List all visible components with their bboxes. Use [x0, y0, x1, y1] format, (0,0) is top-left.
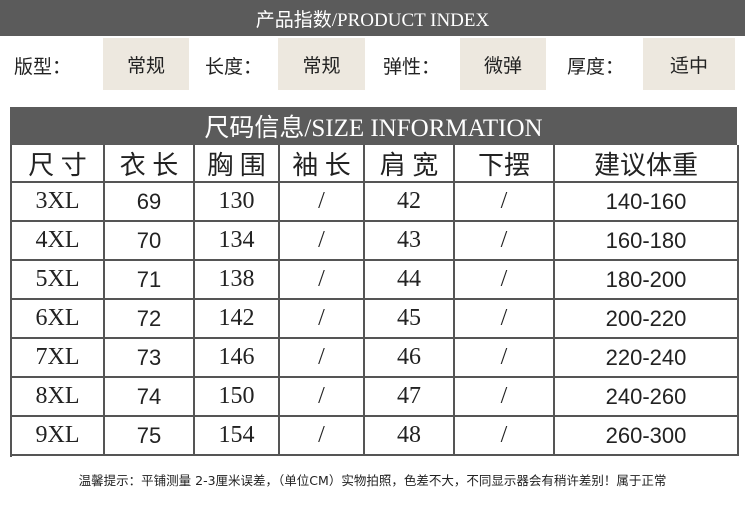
table-cell: 7XL [12, 339, 105, 378]
footer-note: 温馨提示：平铺测量 2-3厘米误差，（单位CM）实物拍照，色差不大，不同显示器会… [78, 473, 667, 488]
table-cell: 46 [365, 339, 455, 378]
attribute-value: 常规 [278, 38, 365, 90]
table-cell: / [280, 222, 365, 261]
header-band: 产品指数/PRODUCT INDEX [0, 0, 745, 36]
table-cell: 154 [195, 417, 280, 456]
table-cell: 47 [365, 378, 455, 417]
table-cell: 44 [365, 261, 455, 300]
table-cell: 6XL [12, 300, 105, 339]
attribute-value: 常规 [103, 38, 189, 90]
table-cell: 220-240 [555, 339, 739, 378]
attribute-value: 微弹 [460, 38, 546, 90]
table-cell: / [455, 183, 555, 222]
column-header: 袖 长 [280, 145, 365, 183]
table-cell: 43 [365, 222, 455, 261]
table-cell: 45 [365, 300, 455, 339]
table-cell: 75 [105, 417, 195, 456]
table-cell: 260-300 [555, 417, 739, 456]
table-cell: 130 [195, 183, 280, 222]
table-cell: 142 [195, 300, 280, 339]
table-cell: 70 [105, 222, 195, 261]
table-cell: / [280, 261, 365, 300]
attribute-label: 版型： [14, 56, 72, 78]
table-cell: / [280, 300, 365, 339]
table-cell: 146 [195, 339, 280, 378]
table-cell: 150 [195, 378, 280, 417]
table-cell: 160-180 [555, 222, 739, 261]
table-title: 尺码信息/SIZE INFORMATION [204, 115, 543, 142]
table-cell: / [280, 378, 365, 417]
table-cell: / [455, 300, 555, 339]
table-cell: 4XL [12, 222, 105, 261]
size-table: 尺 寸衣 长胸 围袖 长肩 宽下摆 建议体重 3XL 69 130/42/140-160… [10, 145, 739, 457]
column-header: 下摆 [455, 145, 555, 183]
table-cell: 72 [105, 300, 195, 339]
table-cell: / [455, 339, 555, 378]
table-cell: / [455, 378, 555, 417]
header-title: 产品指数/PRODUCT INDEX [255, 9, 490, 31]
table-cell: 73 [105, 339, 195, 378]
table-cell: 180-200 [555, 261, 739, 300]
table-cell: 240-260 [555, 378, 739, 417]
table-cell: 42 [365, 183, 455, 222]
attribute-label: 厚度： [567, 56, 625, 78]
table-cell: 138 [195, 261, 280, 300]
table-cell: / [455, 222, 555, 261]
table-cell: 3XL [12, 183, 105, 222]
column-header: 衣 长 [105, 145, 195, 183]
table-cell: 74 [105, 378, 195, 417]
table-cell: 134 [195, 222, 280, 261]
table-cell: 48 [365, 417, 455, 456]
table-cell: 9XL [12, 417, 105, 456]
table-cell: 140-160 [555, 183, 739, 222]
table-cell: 69 [105, 183, 195, 222]
column-header: 尺 寸 [12, 145, 105, 183]
table-cell: / [280, 417, 365, 456]
attribute-value: 适中 [643, 38, 735, 90]
table-cell: / [280, 339, 365, 378]
table-cell: 71 [105, 261, 195, 300]
table-cell: 200-220 [555, 300, 739, 339]
table-cell: / [455, 261, 555, 300]
table-cell: / [280, 183, 365, 222]
attribute-label: 长度： [205, 56, 263, 78]
column-header: 肩 宽 [365, 145, 455, 183]
table-cell: 8XL [12, 378, 105, 417]
column-header: 建议体重 [555, 145, 739, 183]
table-title-band: 尺码信息/SIZE INFORMATION [10, 107, 737, 145]
attribute-label: 弹性： [383, 56, 441, 78]
column-header: 胸 围 [195, 145, 280, 183]
table-cell: 5XL [12, 261, 105, 300]
table-cell: / [455, 417, 555, 456]
